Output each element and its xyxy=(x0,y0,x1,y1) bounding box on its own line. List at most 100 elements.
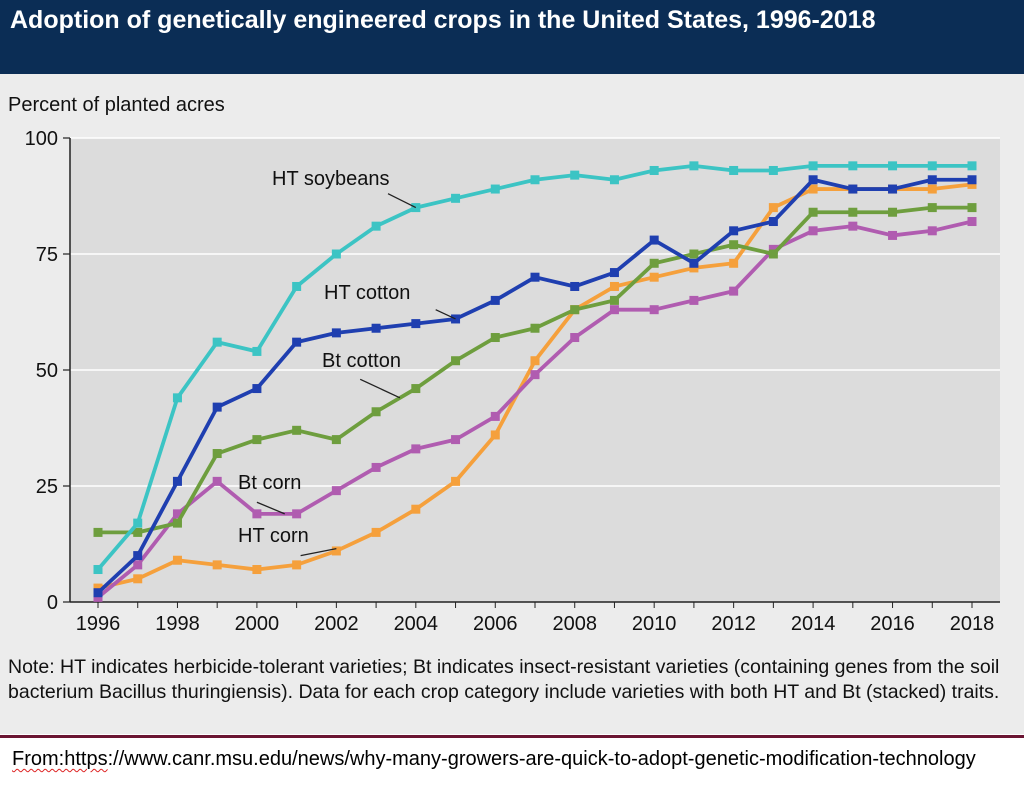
data-point-bt-corn xyxy=(252,509,262,519)
data-point-ht-cotton xyxy=(411,319,421,329)
data-point-bt-corn xyxy=(451,435,461,445)
data-point-ht-soybeans xyxy=(172,393,182,403)
x-tick-label: 2010 xyxy=(632,613,677,635)
data-point-ht-cotton xyxy=(252,384,262,394)
data-point-ht-cotton xyxy=(689,258,699,268)
data-point-bt-cotton xyxy=(848,207,858,217)
x-tick-label: 2016 xyxy=(870,613,915,635)
data-point-ht-soybeans xyxy=(252,346,262,356)
data-point-bt-cotton xyxy=(967,203,977,213)
data-point-ht-soybeans xyxy=(768,165,778,175)
series-ht-cotton xyxy=(93,175,977,598)
y-tick-label: 0 xyxy=(47,592,58,614)
series-label-ht-cotton: HT cotton xyxy=(324,282,410,304)
data-point-bt-cotton xyxy=(729,240,739,250)
x-tick-label: 2012 xyxy=(711,613,756,635)
data-point-bt-corn xyxy=(689,295,699,305)
data-point-bt-corn xyxy=(848,221,858,231)
data-point-bt-corn xyxy=(212,476,222,486)
x-tick-label: 2000 xyxy=(235,613,280,635)
data-point-ht-corn xyxy=(808,184,818,194)
data-point-bt-corn xyxy=(570,333,580,343)
data-point-bt-corn xyxy=(808,226,818,236)
x-tick-label: 1996 xyxy=(76,613,121,635)
series-label-ht-soybeans: HT soybeans xyxy=(272,168,389,190)
data-point-ht-corn xyxy=(133,574,143,584)
series-label-ht-corn: HT corn xyxy=(238,525,309,547)
data-point-bt-corn xyxy=(490,411,500,421)
source-url: ://www.canr.msu.edu/news/why-many-grower… xyxy=(107,748,976,770)
data-point-ht-corn xyxy=(689,263,699,273)
data-point-ht-corn xyxy=(292,560,302,570)
data-point-ht-cotton xyxy=(570,281,580,291)
data-point-ht-corn xyxy=(967,179,977,189)
data-point-ht-soybeans xyxy=(649,165,659,175)
source-divider xyxy=(0,735,1024,738)
label-leader-ht-soybeans xyxy=(387,193,417,209)
data-point-bt-corn xyxy=(967,217,977,227)
data-point-bt-corn xyxy=(133,560,143,570)
series-ht-soybeans xyxy=(93,161,977,575)
data-point-ht-soybeans xyxy=(371,221,381,231)
data-point-ht-corn xyxy=(768,203,778,213)
data-point-bt-cotton xyxy=(768,249,778,259)
y-tick-label: 75 xyxy=(36,244,58,266)
data-point-ht-soybeans xyxy=(490,184,500,194)
y-tick-label: 100 xyxy=(25,128,58,150)
data-point-bt-cotton xyxy=(530,323,540,333)
x-tick-label: 2002 xyxy=(314,613,359,635)
x-tick-label: 2004 xyxy=(394,613,439,635)
data-point-bt-cotton xyxy=(609,295,619,305)
data-point-ht-corn xyxy=(609,281,619,291)
source-citation: From:https://www.canr.msu.edu/news/why-m… xyxy=(12,747,1012,772)
data-point-bt-corn xyxy=(93,592,103,602)
label-leader-bt-corn xyxy=(256,501,285,515)
data-point-bt-corn xyxy=(411,444,421,454)
data-point-bt-corn xyxy=(172,509,182,519)
data-point-ht-soybeans xyxy=(808,161,818,171)
data-point-ht-corn xyxy=(172,555,182,565)
data-point-ht-corn xyxy=(729,258,739,268)
series-label-bt-corn: Bt corn xyxy=(238,472,301,494)
data-point-bt-corn xyxy=(371,462,381,472)
data-point-bt-cotton xyxy=(689,249,699,259)
y-axis-label: Percent of planted acres xyxy=(8,94,225,116)
line-chart: Percent of planted acres 0 25 50 75 100 1996 1… xyxy=(8,94,1000,635)
chart-title: Adoption of genetically engineered crops… xyxy=(10,6,876,34)
data-point-ht-corn xyxy=(331,546,341,556)
data-point-ht-corn xyxy=(451,476,461,486)
data-point-ht-cotton xyxy=(927,175,937,185)
data-point-ht-corn xyxy=(252,565,262,575)
data-point-ht-soybeans xyxy=(292,281,302,291)
data-point-ht-cotton xyxy=(848,184,858,194)
series-label-bt-cotton: Bt cotton xyxy=(322,350,401,372)
data-point-ht-cotton xyxy=(808,175,818,185)
series-bt-corn xyxy=(93,217,977,602)
chart-note: Note: HT indicates herbicide-tolerant va… xyxy=(8,656,1000,703)
data-point-ht-soybeans xyxy=(570,170,580,180)
data-point-ht-corn xyxy=(93,583,103,593)
data-point-ht-soybeans xyxy=(848,161,858,171)
data-point-bt-cotton xyxy=(927,203,937,213)
data-point-bt-cotton xyxy=(172,518,182,528)
data-point-bt-cotton xyxy=(133,527,143,537)
label-leader-ht-cotton xyxy=(435,309,456,320)
data-point-ht-corn xyxy=(530,356,540,366)
data-point-ht-cotton xyxy=(888,184,898,194)
data-point-ht-corn xyxy=(212,560,222,570)
y-tick-label: 25 xyxy=(36,476,58,498)
data-point-ht-cotton xyxy=(609,268,619,278)
x-tick-label: 1998 xyxy=(155,613,200,635)
data-point-ht-corn xyxy=(927,184,937,194)
data-point-bt-cotton xyxy=(212,449,222,459)
axes: 0 25 50 75 100 1996 1998 2000 2002 2004 2006 2008 20… xyxy=(25,128,1000,635)
y-tick-label: 50 xyxy=(36,360,58,382)
data-point-ht-cotton xyxy=(768,217,778,227)
data-point-bt-corn xyxy=(530,370,540,380)
data-point-ht-cotton xyxy=(729,226,739,236)
data-point-ht-cotton xyxy=(212,402,222,412)
data-point-bt-corn xyxy=(927,226,937,236)
series-labels: HT soybeans HT cotton Bt cotton Bt corn HT c… xyxy=(238,168,456,557)
data-point-ht-soybeans xyxy=(689,161,699,171)
data-point-ht-cotton xyxy=(93,588,103,598)
